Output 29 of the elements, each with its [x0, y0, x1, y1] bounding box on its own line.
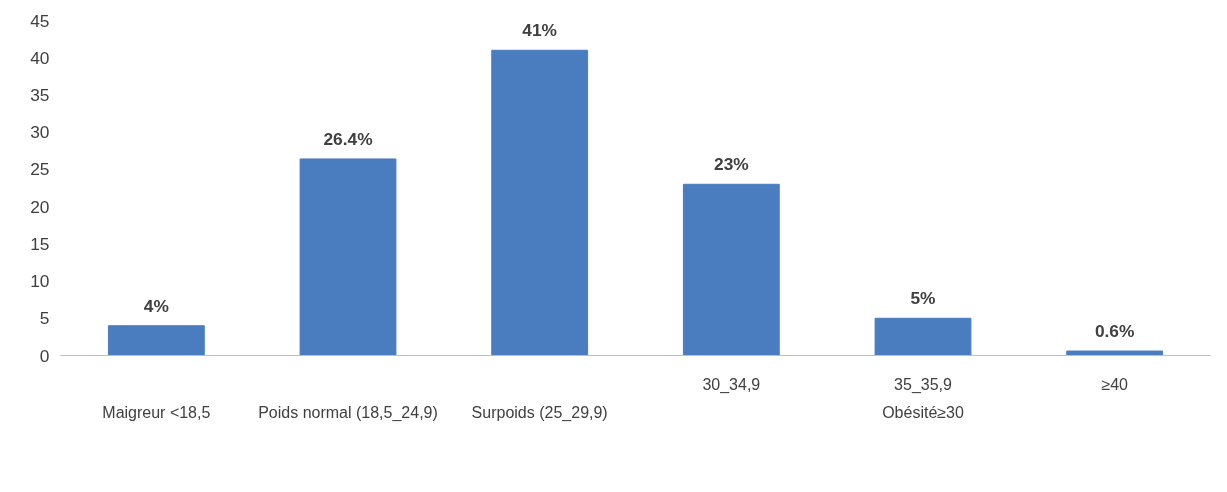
text: Obésité≥30 [882, 403, 964, 421]
bar [299, 158, 397, 356]
bar [874, 317, 972, 356]
y-tick-label: 30 [30, 122, 50, 143]
y-tick-label: 0 [39, 345, 50, 366]
data-label: 23% [713, 154, 749, 175]
x-tick-label: Maigreur <18,5 [102, 403, 211, 421]
bar [491, 49, 589, 356]
y-tick-label: 35 [30, 84, 50, 105]
x-tick-label: ≥40 [1101, 375, 1129, 393]
x-tick-label: Surpoids (25_29,9) [471, 403, 608, 422]
data-label: 5% [910, 288, 936, 309]
x-tick-label: 30_34,9 [702, 375, 761, 394]
bar [1066, 350, 1164, 356]
data-label: 41% [522, 20, 558, 41]
y-tick-label: 10 [30, 271, 50, 292]
y-tick-label: 15 [30, 233, 50, 254]
x-tick-label: 35_35,9 [894, 375, 953, 394]
y-tick-label: 20 [30, 196, 50, 217]
bar [682, 183, 780, 356]
data-label: 0.6% [1094, 321, 1135, 342]
y-tick-label: 40 [30, 47, 50, 68]
x-tick-label: Poids normal (18,5_24,9) [258, 403, 438, 422]
data-label: 4% [143, 295, 169, 316]
y-tick-label: 5 [39, 308, 50, 329]
bar [107, 325, 205, 356]
data-label: 26.4% [323, 128, 373, 149]
y-tick-label: 45 [30, 10, 50, 31]
y-tick-label: 25 [30, 159, 50, 180]
